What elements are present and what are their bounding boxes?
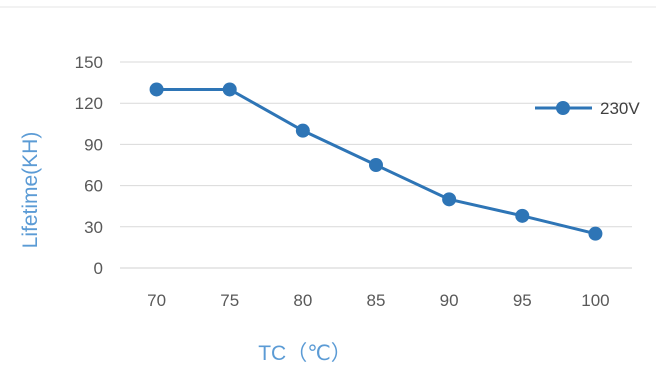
x-tick-label: 95	[513, 291, 532, 310]
series-layer	[149, 82, 603, 241]
x-tick-label: 80	[293, 291, 312, 310]
y-tick-label: 90	[84, 135, 103, 154]
y-tick-label: 150	[75, 53, 103, 72]
data-point	[295, 123, 310, 138]
x-tick-label: 100	[581, 291, 609, 310]
x-tick-label: 85	[367, 291, 386, 310]
legend-swatch-marker	[556, 101, 570, 115]
y-tick-label: 120	[75, 94, 103, 113]
x-axis-title: TC（℃）	[258, 342, 352, 365]
x-tick-labels: 70 75 80 85 90 95 100	[147, 291, 610, 310]
y-axis-title: Lifetime(KH)	[19, 132, 42, 249]
y-tick-label: 0	[94, 259, 103, 278]
data-point	[222, 82, 237, 97]
data-point	[149, 82, 164, 97]
y-tick-label: 60	[84, 177, 103, 196]
data-point	[369, 158, 383, 172]
data-point	[588, 226, 603, 241]
data-point	[442, 192, 457, 207]
gridlines	[120, 61, 632, 269]
x-tick-label: 70	[147, 291, 166, 310]
x-tick-label: 75	[220, 291, 239, 310]
data-point	[515, 208, 530, 223]
legend: 230V	[535, 99, 640, 118]
legend-label: 230V	[600, 99, 640, 118]
y-tick-label: 30	[84, 218, 103, 237]
x-tick-label: 90	[440, 291, 459, 310]
y-tick-labels: 0 30 60 90 120 150	[75, 53, 103, 278]
